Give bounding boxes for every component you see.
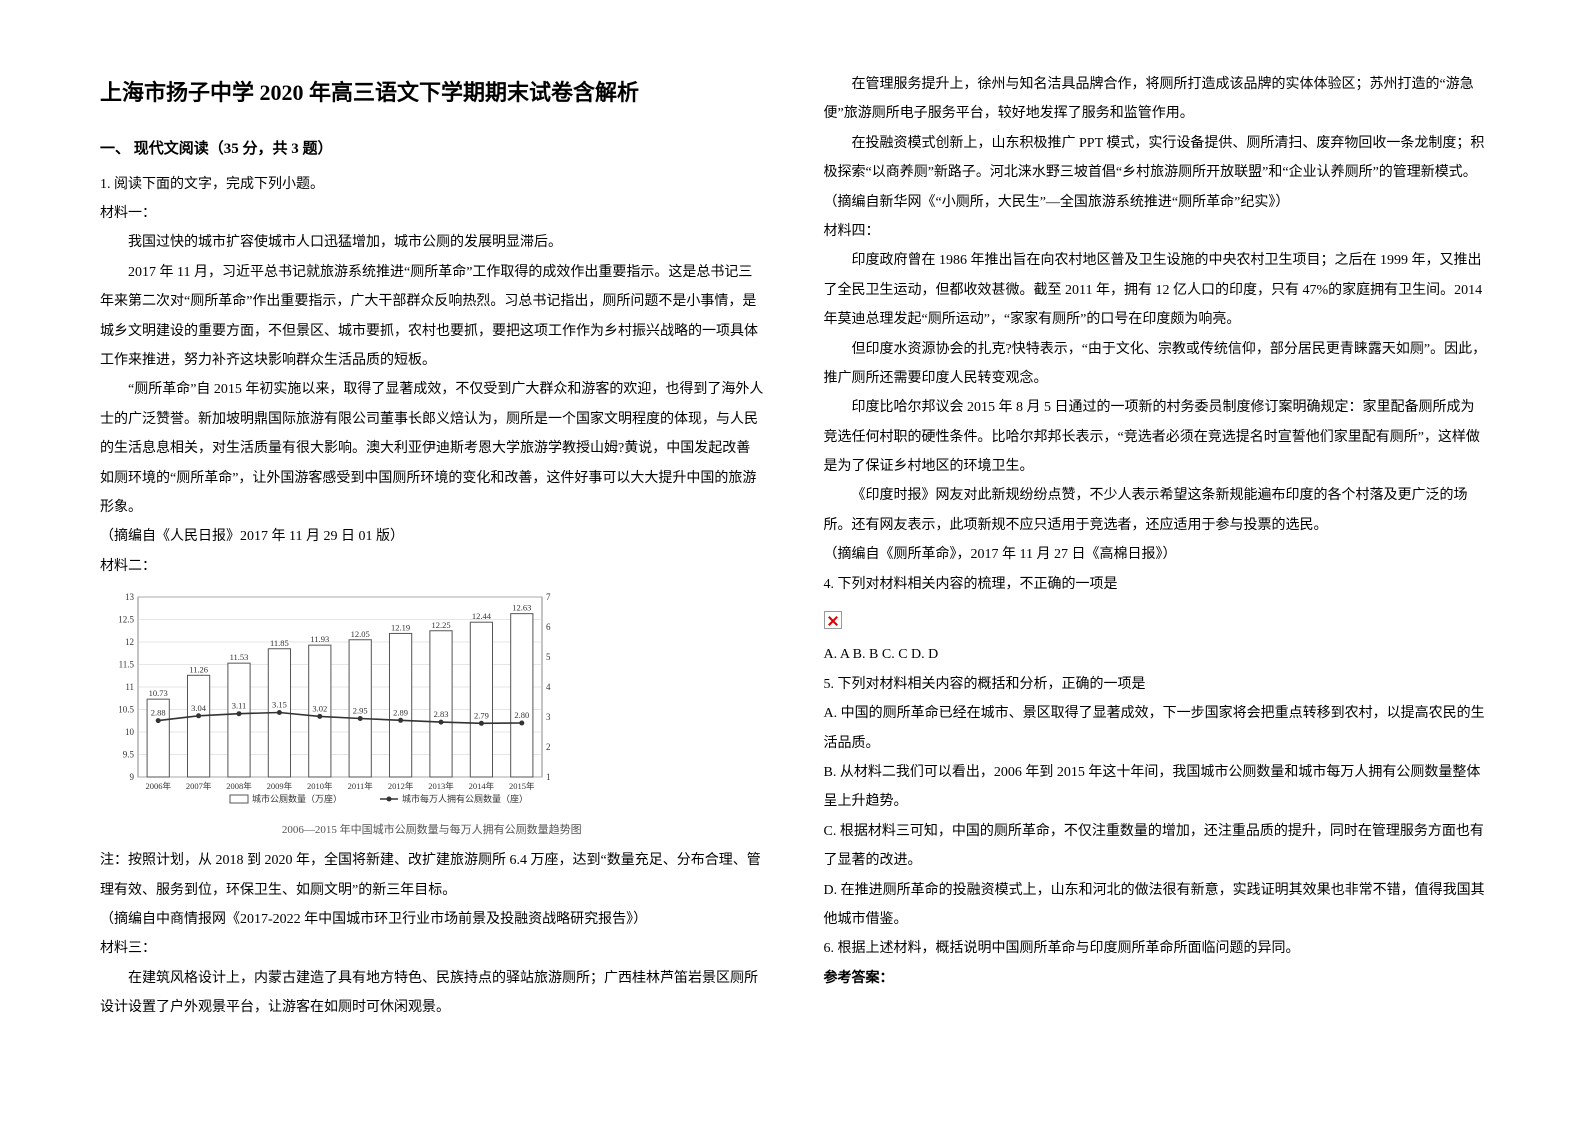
svg-text:9: 9 — [130, 772, 135, 782]
q5-opt-b: B. 从材料二我们可以看出，2006 年到 2015 年这十年间，我国城市公厕数… — [824, 758, 1488, 817]
left-column: 上海市扬子中学 2020 年高三语文下学期期末试卷含解析 一、 现代文阅读（35… — [100, 70, 764, 1023]
svg-text:2008年: 2008年 — [226, 781, 252, 791]
svg-text:2.89: 2.89 — [393, 707, 408, 717]
svg-text:5: 5 — [546, 652, 551, 662]
q1-stem: 1. 阅读下面的文字，完成下列小题。 — [100, 170, 764, 199]
mat1-p3: “厕所革命”自 2015 年初实施以来，取得了显著成效，不仅受到广大群众和游客的… — [100, 375, 764, 522]
svg-text:2.95: 2.95 — [353, 706, 368, 716]
mat4-p2: 但印度水资源协会的扎克?快特表示，“由于文化、宗教或传统信仰，部分居民更青睐露天… — [824, 335, 1488, 394]
page: 上海市扬子中学 2020 年高三语文下学期期末试卷含解析 一、 现代文阅读（35… — [0, 0, 1587, 1063]
svg-text:2.80: 2.80 — [514, 710, 529, 720]
material-3-label: 材料三： — [100, 934, 764, 963]
q6-stem: 6. 根据上述材料，概括说明中国厕所革命与印度厕所革命所面临问题的异同。 — [824, 934, 1488, 963]
doc-title: 上海市扬子中学 2020 年高三语文下学期期末试卷含解析 — [100, 70, 764, 116]
section-1-heading: 一、 现代文阅读（35 分，共 3 题） — [100, 134, 764, 166]
svg-text:12.5: 12.5 — [118, 615, 134, 625]
svg-text:2011年: 2011年 — [348, 781, 374, 791]
svg-text:11.93: 11.93 — [310, 634, 329, 644]
svg-text:2009年: 2009年 — [267, 781, 293, 791]
svg-text:12.05: 12.05 — [351, 629, 370, 639]
svg-text:2007年: 2007年 — [186, 781, 212, 791]
svg-text:3.02: 3.02 — [312, 704, 327, 714]
svg-text:2014年: 2014年 — [469, 781, 495, 791]
material-1-label: 材料一： — [100, 199, 764, 228]
svg-text:2012年: 2012年 — [388, 781, 414, 791]
material-2-label: 材料二： — [100, 552, 764, 581]
svg-text:2.83: 2.83 — [434, 709, 449, 719]
svg-text:12.63: 12.63 — [512, 603, 531, 613]
svg-text:6: 6 — [546, 622, 551, 632]
q4-options: A. A B. B C. C D. D — [824, 640, 1488, 669]
svg-text:9.5: 9.5 — [123, 750, 135, 760]
bar-line-chart: 99.51010.51111.51212.513123456710.732006… — [100, 587, 570, 817]
answer-label: 参考答案： — [824, 964, 1488, 993]
q5-stem: 5. 下列对材料相关内容的概括和分析，正确的一项是 — [824, 670, 1488, 699]
mat1-source: （摘编自《人民日报》2017 年 11 月 29 日 01 版） — [100, 522, 764, 551]
mat4-p3: 印度比哈尔邦议会 2015 年 8 月 5 日通过的一项新的村务委员制度修订案明… — [824, 393, 1488, 481]
chart-caption: 2006—2015 年中国城市公厕数量与每万人拥有公厕数量趋势图 — [100, 819, 764, 842]
svg-text:4: 4 — [546, 682, 551, 692]
svg-text:3: 3 — [546, 712, 551, 722]
mat1-p2: 2017 年 11 月，习近平总书记就旅游系统推进“厕所革命”工作取得的成效作出… — [100, 258, 764, 376]
svg-text:13: 13 — [125, 592, 135, 602]
mat4-p4: 《印度时报》网友对此新规纷纷点赞，不少人表示希望这条新规能遍布印度的各个村落及更… — [824, 481, 1488, 540]
mat3-source: （摘编自新华网《“小厕所，大民生”—全国旅游系统推进“厕所革命”纪实》） — [824, 188, 1488, 217]
svg-text:城市每万人拥有公厕数量（座）: 城市每万人拥有公厕数量（座） — [402, 793, 528, 804]
mat3-p3: 在投融资模式创新上，山东积极推广 PPT 模式，实行设备提供、厕所清扫、废弃物回… — [824, 129, 1488, 188]
q5-opt-a: A. 中国的厕所革命已经在城市、景区取得了显著成效，下一步国家将会把重点转移到农… — [824, 699, 1488, 758]
broken-image-icon — [824, 611, 842, 629]
svg-text:11.53: 11.53 — [230, 652, 249, 662]
svg-text:3.04: 3.04 — [191, 703, 207, 713]
svg-text:12: 12 — [125, 637, 134, 647]
material-4-label: 材料四： — [824, 217, 1488, 246]
q4-stem: 4. 下列对材料相关内容的梳理，不正确的一项是 — [824, 570, 1488, 599]
svg-text:2013年: 2013年 — [428, 781, 454, 791]
svg-text:2006年: 2006年 — [145, 781, 171, 791]
chart-container: 99.51010.51111.51212.513123456710.732006… — [100, 587, 764, 842]
svg-text:12.19: 12.19 — [391, 623, 410, 633]
mat2-source: （摘编自中商情报网《2017-2022 年中国城市环卫行业市场前景及投融资战略研… — [100, 905, 764, 934]
q5-opt-c: C. 根据材料三可知，中国的厕所革命，不仅注重数量的增加，还注重品质的提升，同时… — [824, 817, 1488, 876]
svg-text:2.88: 2.88 — [151, 708, 166, 718]
svg-text:城市公厕数量（万座）: 城市公厕数量（万座） — [252, 793, 342, 804]
mat2-note: 注：按照计划，从 2018 到 2020 年，全国将新建、改扩建旅游厕所 6.4… — [100, 846, 764, 905]
svg-text:11.26: 11.26 — [189, 664, 208, 674]
svg-text:11: 11 — [125, 682, 134, 692]
svg-text:10.73: 10.73 — [149, 688, 168, 698]
svg-text:2010年: 2010年 — [307, 781, 333, 791]
svg-text:1: 1 — [546, 772, 551, 782]
svg-text:2015年: 2015年 — [509, 781, 535, 791]
mat3-p2: 在管理服务提升上，徐州与知名洁具品牌合作，将厕所打造成该品牌的实体体验区；苏州打… — [824, 70, 1488, 129]
svg-text:11.5: 11.5 — [119, 660, 135, 670]
right-column: 在管理服务提升上，徐州与知名洁具品牌合作，将厕所打造成该品牌的实体体验区；苏州打… — [824, 70, 1488, 1023]
svg-text:12.25: 12.25 — [431, 620, 450, 630]
svg-text:3.15: 3.15 — [272, 700, 287, 710]
mat1-p1: 我国过快的城市扩容使城市人口迅猛增加，城市公厕的发展明显滞后。 — [100, 228, 764, 257]
svg-text:3.11: 3.11 — [232, 701, 247, 711]
q5-opt-d: D. 在推进厕所革命的投融资模式上，山东和河北的做法很有新意，实践证明其效果也非… — [824, 876, 1488, 935]
svg-text:10.5: 10.5 — [118, 705, 134, 715]
svg-text:2.79: 2.79 — [474, 710, 489, 720]
mat3-p1: 在建筑风格设计上，内蒙古建造了具有地方特色、民族持点的驿站旅游厕所；广西桂林芦笛… — [100, 964, 764, 1023]
svg-text:11.85: 11.85 — [270, 638, 289, 648]
svg-text:7: 7 — [546, 592, 551, 602]
mat4-source: （摘编自《厕所革命》，2017 年 11 月 27 日《高棉日报》） — [824, 540, 1488, 569]
svg-text:12.44: 12.44 — [472, 611, 492, 621]
svg-text:10: 10 — [125, 727, 135, 737]
q4-image-placeholder — [824, 605, 1488, 634]
svg-text:2: 2 — [546, 742, 551, 752]
mat4-p1: 印度政府曾在 1986 年推出旨在向农村地区普及卫生设施的中央农村卫生项目；之后… — [824, 246, 1488, 334]
